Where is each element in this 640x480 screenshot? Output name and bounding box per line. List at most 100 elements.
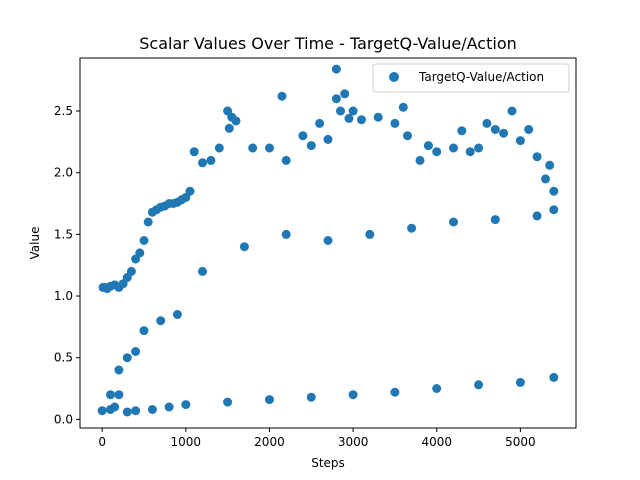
legend-marker bbox=[389, 72, 399, 82]
y-axis-label: Value bbox=[28, 227, 42, 260]
data-point bbox=[482, 118, 492, 128]
x-tick-label: 5000 bbox=[505, 435, 536, 449]
data-point bbox=[340, 89, 350, 99]
data-point bbox=[549, 205, 559, 215]
chart-title: Scalar Values Over Time - TargetQ-Value/… bbox=[139, 34, 517, 53]
y-tick-label: 2.5 bbox=[54, 104, 73, 118]
data-point bbox=[131, 347, 141, 356]
data-point bbox=[214, 143, 224, 153]
data-point bbox=[189, 147, 199, 157]
data-point bbox=[126, 266, 136, 276]
x-tick-label: 1000 bbox=[171, 435, 202, 449]
data-point bbox=[143, 217, 153, 227]
data-point bbox=[122, 353, 132, 363]
data-point bbox=[131, 406, 141, 416]
data-point bbox=[114, 390, 124, 400]
data-point bbox=[331, 64, 341, 74]
data-point bbox=[323, 134, 333, 144]
data-point bbox=[331, 94, 341, 104]
x-tick-label: 0 bbox=[98, 435, 106, 449]
data-point bbox=[449, 217, 458, 227]
data-point bbox=[373, 112, 383, 122]
data-point bbox=[306, 392, 316, 402]
data-point bbox=[239, 242, 249, 252]
x-tick-label: 2000 bbox=[254, 435, 285, 449]
data-point bbox=[181, 400, 191, 410]
data-point bbox=[357, 115, 366, 125]
data-point bbox=[265, 143, 274, 153]
data-point bbox=[545, 160, 555, 170]
x-tick-label: 4000 bbox=[421, 435, 452, 449]
data-point bbox=[97, 406, 107, 416]
data-point bbox=[457, 126, 467, 136]
y-tick-label: 0.0 bbox=[54, 412, 73, 426]
data-point bbox=[403, 131, 412, 141]
data-point bbox=[474, 380, 484, 390]
data-point bbox=[147, 405, 157, 414]
data-point bbox=[344, 113, 354, 123]
data-point bbox=[156, 316, 166, 326]
data-point bbox=[432, 384, 442, 393]
data-point bbox=[135, 248, 145, 258]
x-axis-label: Steps bbox=[311, 456, 345, 470]
legend: TargetQ-Value/Action bbox=[372, 63, 570, 93]
data-point bbox=[390, 387, 400, 397]
data-point bbox=[407, 223, 417, 233]
data-point bbox=[323, 236, 333, 245]
data-point bbox=[206, 155, 216, 165]
data-point bbox=[248, 143, 258, 153]
data-point bbox=[185, 186, 195, 196]
data-point bbox=[348, 106, 358, 116]
data-point bbox=[515, 136, 525, 146]
data-point bbox=[122, 407, 132, 417]
y-axis: 0.0 0.5 1.0 1.5 2.0 2.5 bbox=[54, 104, 80, 426]
data-point bbox=[365, 229, 375, 239]
data-point bbox=[549, 372, 559, 382]
data-point bbox=[499, 128, 509, 138]
data-point bbox=[139, 326, 149, 336]
data-point bbox=[524, 125, 534, 134]
data-point bbox=[449, 143, 458, 153]
y-tick-label: 1.0 bbox=[54, 289, 73, 303]
data-point bbox=[224, 123, 234, 133]
data-point bbox=[106, 390, 115, 400]
data-point bbox=[490, 125, 500, 134]
legend-box bbox=[372, 63, 570, 93]
data-point bbox=[549, 186, 559, 196]
data-point bbox=[265, 395, 274, 405]
y-tick-label: 0.5 bbox=[54, 351, 73, 365]
data-point bbox=[465, 147, 475, 157]
data-point bbox=[490, 215, 500, 225]
data-point bbox=[110, 402, 120, 412]
data-point bbox=[198, 158, 207, 168]
data-point bbox=[541, 174, 550, 184]
axes-frame bbox=[79, 57, 577, 429]
x-tick-label: 3000 bbox=[338, 435, 369, 449]
data-point bbox=[432, 147, 442, 157]
data-point bbox=[281, 155, 291, 165]
data-point bbox=[532, 211, 542, 221]
data-point bbox=[114, 365, 124, 375]
data-point bbox=[515, 377, 525, 387]
data-point bbox=[198, 266, 207, 276]
data-point bbox=[164, 402, 174, 412]
x-axis: 0 1000 2000 3000 4000 5000 bbox=[98, 428, 536, 449]
data-point bbox=[315, 118, 325, 128]
y-tick-label: 1.5 bbox=[54, 227, 73, 241]
data-point bbox=[390, 118, 400, 128]
data-point bbox=[336, 106, 345, 116]
data-point bbox=[139, 236, 149, 245]
data-point bbox=[298, 131, 308, 141]
plot-area bbox=[97, 64, 559, 417]
data-point bbox=[415, 155, 425, 165]
data-point bbox=[398, 102, 408, 112]
data-point bbox=[231, 116, 241, 126]
data-point bbox=[474, 143, 484, 153]
data-point bbox=[223, 397, 233, 407]
data-point bbox=[348, 390, 358, 400]
data-point bbox=[532, 152, 542, 162]
data-point bbox=[277, 91, 287, 101]
data-point bbox=[507, 106, 517, 116]
legend-label: TargetQ-Value/Action bbox=[418, 70, 544, 84]
